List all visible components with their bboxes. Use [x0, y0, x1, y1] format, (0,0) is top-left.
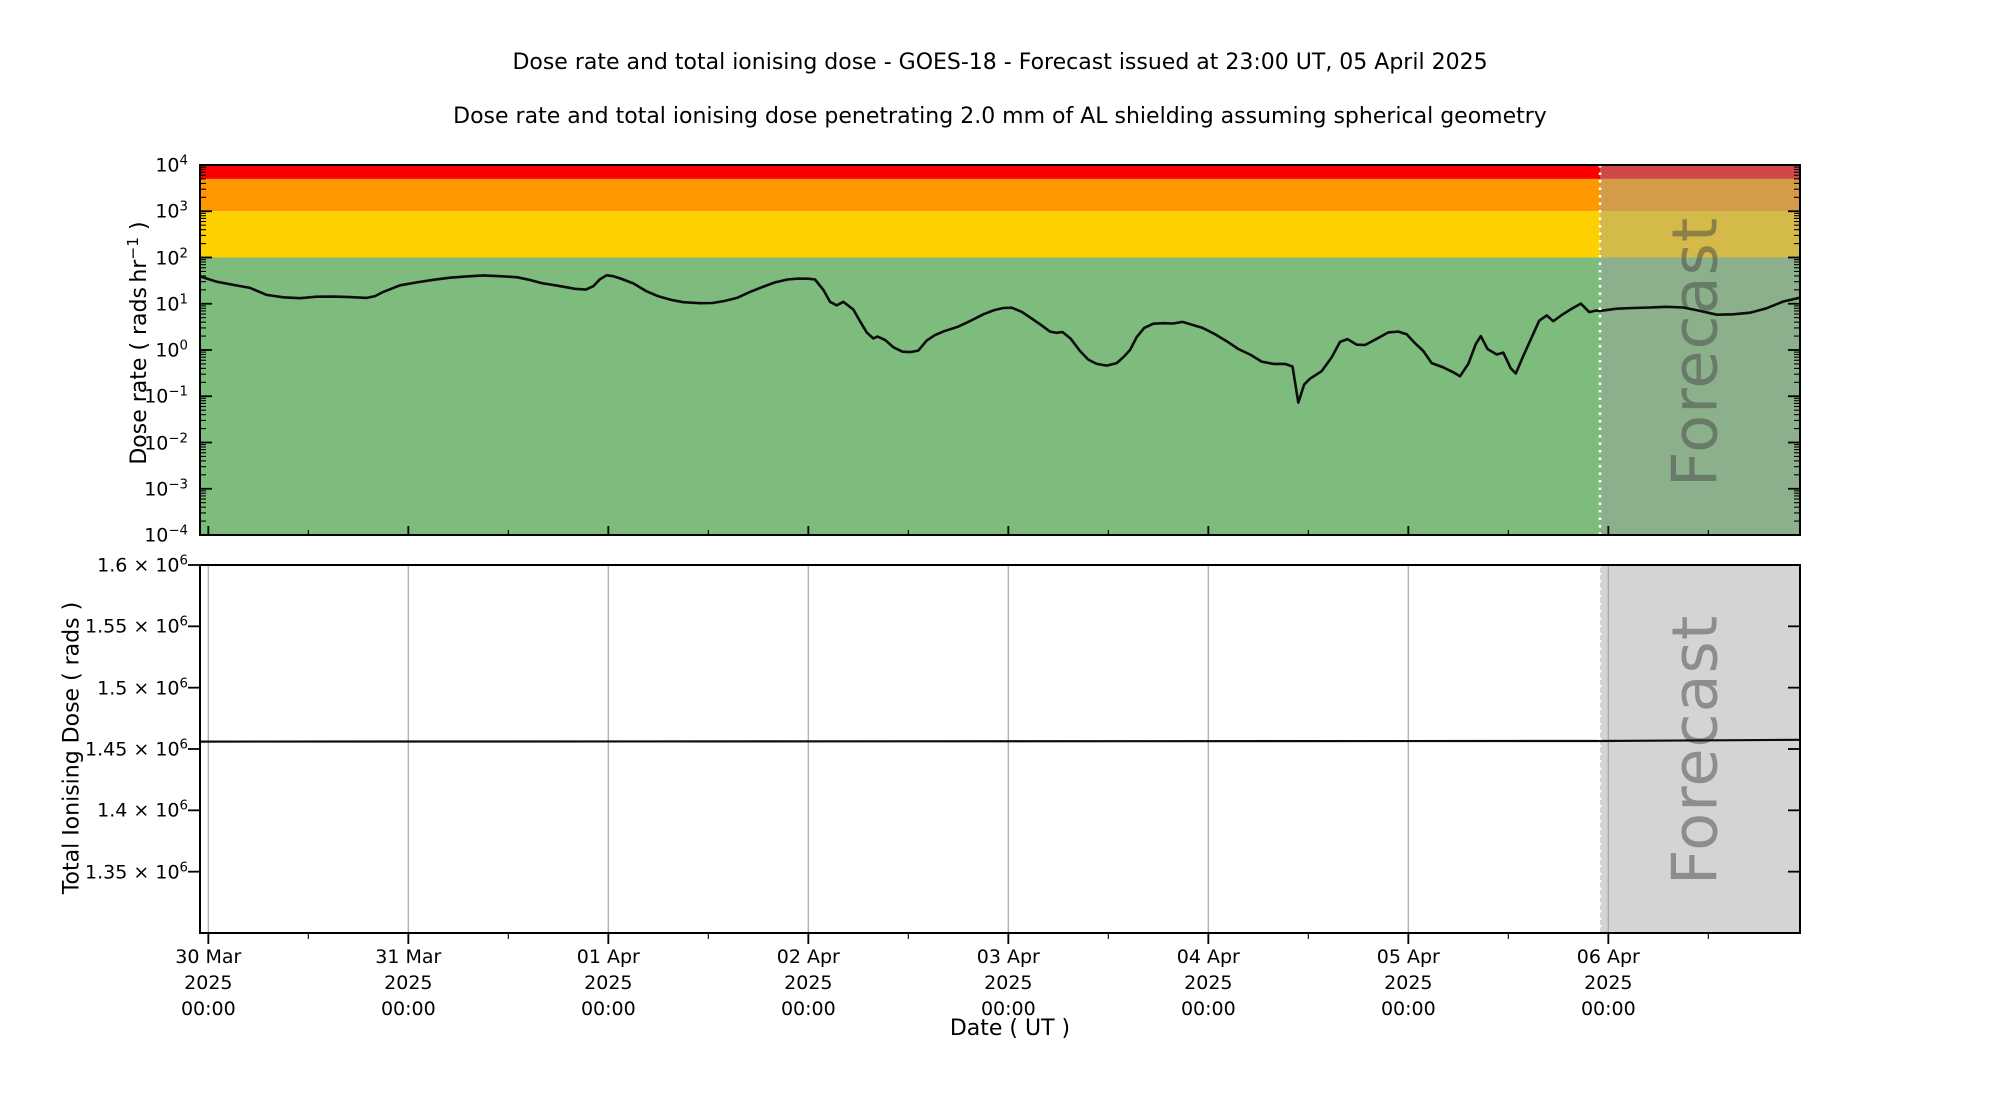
x-tick-label: 05 Apr 2025 00:00	[1376, 946, 1440, 1020]
top-y-tick-label: 104	[155, 153, 188, 177]
top-y-tick-label: 101	[155, 292, 188, 316]
bottom-y-tick-label: 1.45 × 106	[85, 737, 188, 761]
top-y-tick-label: 103	[155, 199, 188, 223]
threshold-band	[200, 178, 1800, 212]
x-tick-label: 01 Apr 2025 00:00	[576, 946, 640, 1020]
x-axis-label: Date ( UT )	[949, 1016, 1071, 1041]
top-y-tick-label: 10−4	[144, 523, 188, 547]
bottom-y-tick-label: 1.55 × 106	[85, 614, 188, 638]
top-y-tick-label: 10−1	[144, 384, 188, 408]
dose-rate-curve	[199, 273, 1801, 404]
x-tick-label: 31 Mar 2025 00:00	[375, 946, 442, 1020]
x-tick-label: 02 Apr 2025 00:00	[776, 946, 840, 1020]
forecast-region-top	[1600, 165, 1800, 535]
top-y-tick-label: 100	[155, 338, 188, 362]
figure-subtitle: Dose rate and total ionising dose penetr…	[453, 104, 1547, 129]
bottom-y-tick-label: 1.6 × 106	[97, 553, 188, 577]
bottom-chart-border	[199, 564, 1801, 934]
forecast-region-bottom	[1600, 565, 1800, 933]
bottom-y-tick-label: 1.5 × 106	[97, 675, 188, 700]
bottom-y-tick-label: 1.4 × 106	[97, 798, 188, 822]
top-y-tick-label: 10−2	[144, 430, 188, 455]
threshold-band	[200, 211, 1800, 258]
bottom-y-tick-label: 1.35 × 106	[85, 859, 188, 884]
top-y-axis-label-suffix: )	[127, 221, 153, 237]
threshold-band	[200, 257, 1800, 535]
x-tick-label: 30 Mar 2025 00:00	[175, 946, 242, 1020]
figure-title: Dose rate and total ionising dose - GOES…	[512, 50, 1488, 75]
x-tick-label: 03 Apr 2025 00:00	[976, 946, 1040, 1020]
x-tick-label: 06 Apr 2025 00:00	[1576, 946, 1640, 1020]
top-chart-border	[199, 164, 1801, 536]
top-y-tick-label: 10−3	[144, 477, 188, 501]
top-y-tick-label: 102	[155, 245, 188, 270]
x-tick-label: 04 Apr 2025 00:00	[1176, 946, 1240, 1020]
threshold-band	[200, 165, 1800, 179]
total-dose-curve	[199, 738, 1801, 743]
